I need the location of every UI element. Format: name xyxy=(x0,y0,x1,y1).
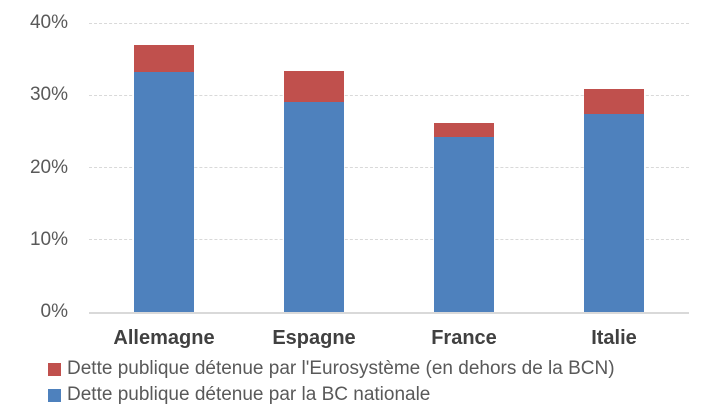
x-category-label: Espagne xyxy=(272,327,356,349)
x-axis-line xyxy=(89,312,689,314)
x-category-label: France xyxy=(431,327,497,349)
y-tick-label: 10% xyxy=(29,228,68,250)
legend-swatch-icon xyxy=(48,388,61,402)
x-category-label: Allemagne xyxy=(113,327,215,349)
bar-segment-bcn-france xyxy=(434,137,494,312)
bar-segment-eurosystem-france xyxy=(434,122,494,138)
bar-segment-bcn-italie xyxy=(584,114,644,312)
legend-item: Dette publique détenue par l'Eurosystème… xyxy=(48,356,615,382)
legend-swatch-icon xyxy=(48,362,61,376)
bar-segment-eurosystem-allemagne xyxy=(134,44,194,73)
bar-segment-bcn-allemagne xyxy=(134,72,194,312)
bar-segment-eurosystem-espagne xyxy=(284,71,344,102)
y-tick-label: 0% xyxy=(40,301,68,322)
legend-label: Dette publique détenue par l'Eurosystème… xyxy=(67,358,615,379)
bar-segment-eurosystem-italie xyxy=(584,88,644,115)
gridline-10% xyxy=(89,239,689,241)
gridline-20% xyxy=(89,167,689,168)
bar-segment-bcn-espagne xyxy=(284,101,344,312)
legend-label: Dette publique détenue par la BC nationa… xyxy=(67,384,431,405)
y-tick-label: 30% xyxy=(29,84,68,106)
y-tick-label: 40% xyxy=(29,12,68,33)
x-category-label: Italie xyxy=(591,327,637,349)
legend-item: Dette publique détenue par la BC nationa… xyxy=(48,382,615,408)
chart-legend: Dette publique détenue par l'Eurosystème… xyxy=(48,356,615,408)
gridline-30% xyxy=(89,94,689,96)
y-tick-label: 20% xyxy=(29,156,68,178)
gridline-40% xyxy=(89,22,689,24)
